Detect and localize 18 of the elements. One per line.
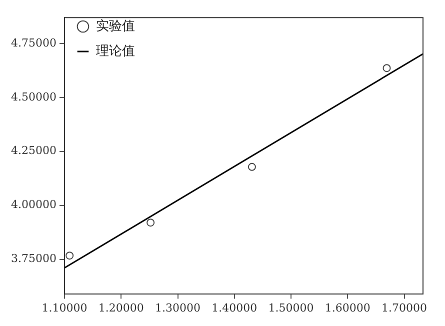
y-tick-label: 4.75000 <box>10 36 56 50</box>
legend-label: 理论值 <box>96 44 135 59</box>
point <box>66 252 74 260</box>
x-tick-label: 1.20000 <box>98 301 144 314</box>
y-tick-label: 4.50000 <box>10 90 56 104</box>
y-tick-label: 3.75000 <box>10 252 56 266</box>
legend-label: 实验值 <box>96 18 135 34</box>
x-tick-label: 1.70000 <box>382 301 428 314</box>
x-tick-label: 1.30000 <box>155 301 201 314</box>
point <box>146 218 155 227</box>
y-tick-label: 4.00000 <box>10 198 56 212</box>
point <box>248 162 256 171</box>
y-tick-label: 4.25000 <box>10 144 56 158</box>
x-tick-label: 1.60000 <box>324 301 370 314</box>
x-tick-label: 1.50000 <box>268 301 314 314</box>
x-tick-label: 1.40000 <box>212 301 258 314</box>
x-tick-label: 1.10000 <box>42 301 88 314</box>
point <box>382 64 391 72</box>
